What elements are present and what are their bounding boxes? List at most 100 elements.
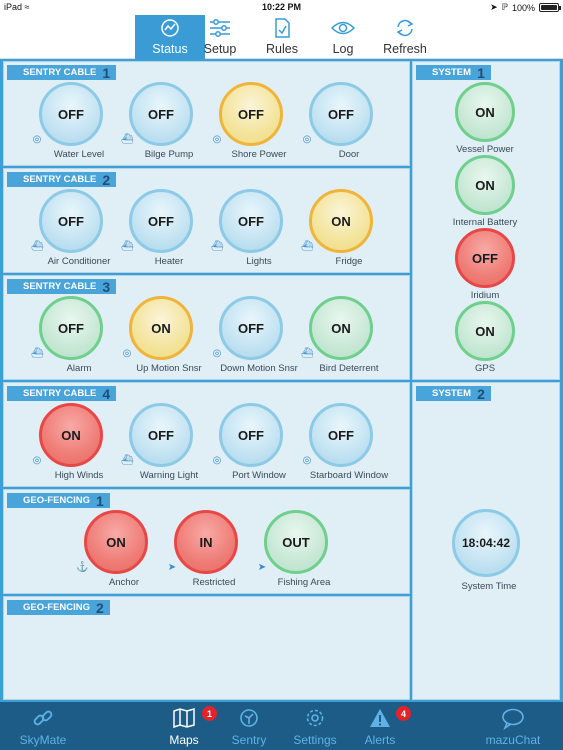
- state-button[interactable]: ON: [309, 189, 373, 253]
- refresh-icon: [370, 15, 440, 41]
- device-label: Starboard Window: [309, 470, 389, 481]
- state-button[interactable]: ON: [455, 155, 515, 215]
- state-button[interactable]: ON: [455, 82, 515, 142]
- state-button[interactable]: OUT: [264, 510, 328, 574]
- device-label: Iridium: [470, 290, 500, 301]
- location-icon: ➤: [490, 2, 498, 12]
- device-shore-power[interactable]: OFF ◎ Shore Power: [212, 82, 304, 172]
- device-iridium[interactable]: OFF Iridium: [450, 228, 540, 318]
- state-button[interactable]: ON: [455, 301, 515, 361]
- device-label: Heater: [154, 256, 184, 267]
- maps-badge: 1: [202, 706, 217, 721]
- device-heater[interactable]: OFF ⛴ Heater: [121, 189, 214, 279]
- device-down-motion-snsr[interactable]: OFF ◎ Down Motion Snsr: [213, 296, 304, 386]
- state-button[interactable]: OFF: [219, 189, 283, 253]
- device-bird-deterrent[interactable]: ON ⛴ Bird Deterrent: [301, 296, 394, 386]
- sentry-gauge-icon: [214, 702, 284, 728]
- device-gps[interactable]: ON GPS: [450, 301, 540, 391]
- device-fishing-area[interactable]: OUT ➤ Fishing Area: [258, 510, 349, 600]
- boat-icon: ⛴: [301, 241, 314, 252]
- device-label: GPS: [474, 363, 496, 374]
- battery-percent: 100%: [511, 2, 535, 13]
- device-alarm[interactable]: OFF ⛴ Alarm: [31, 296, 124, 386]
- device-up-motion-snsr[interactable]: ON ◎ Up Motion Snsr: [123, 296, 214, 386]
- device-door[interactable]: OFF ◎ Door: [303, 82, 394, 172]
- device-label: Internal Battery: [452, 217, 518, 228]
- signal-icon: ◎: [212, 134, 222, 145]
- tab-alerts[interactable]: Alerts 4: [345, 702, 415, 750]
- state-button[interactable]: OFF: [219, 296, 283, 360]
- sentry-cable-panel-3: SENTRY CABLE 3 OFF ⛴ Alarm ON ◎ Up Motion Snsr O…: [3, 275, 410, 380]
- state-button[interactable]: OFF: [129, 189, 193, 253]
- boat-icon: ⛴: [31, 348, 44, 359]
- state-button[interactable]: ON: [39, 403, 103, 467]
- state-button[interactable]: OFF: [129, 82, 193, 146]
- tab-status[interactable]: Status: [135, 15, 205, 59]
- tab-sentry[interactable]: Sentry: [214, 702, 284, 750]
- tab-maps[interactable]: Maps 1: [149, 702, 219, 750]
- device-vessel-power[interactable]: ON Vessel Power: [450, 82, 540, 172]
- system-panel-2: SYSTEM 2 18:04:42 System Time: [412, 382, 560, 700]
- boat-icon: ⛴: [211, 241, 224, 252]
- state-button[interactable]: ON: [309, 296, 373, 360]
- bluetooth-icon: ℙ: [501, 2, 508, 12]
- alert-icon: [345, 702, 415, 728]
- sentry-cable-panel-4: SENTRY CABLE 4 ON ◎ High Winds OFF ⛴ Warning Li…: [3, 382, 410, 487]
- link-icon: [8, 702, 78, 728]
- device-air-conditioner[interactable]: OFF ⛴ Air Conditioner: [31, 189, 124, 279]
- device-lights[interactable]: OFF ⛴ Lights: [211, 189, 304, 279]
- top-nav: Status Setup Rules Log Refresh: [0, 15, 563, 59]
- device-port-window[interactable]: OFF ◎ Port Window: [213, 403, 304, 493]
- tab-rules[interactable]: Rules: [247, 15, 317, 59]
- device-fridge[interactable]: ON ⛴ Fridge: [301, 189, 394, 279]
- device-label: Shore Power: [231, 149, 287, 160]
- state-button[interactable]: OFF: [219, 403, 283, 467]
- signal-icon: ◎: [302, 455, 312, 466]
- eye-icon: [308, 15, 378, 41]
- state-button[interactable]: IN: [174, 510, 238, 574]
- state-button[interactable]: OFF: [39, 189, 103, 253]
- panel-title: GEO-FENCING 2: [7, 600, 110, 616]
- device-restricted[interactable]: IN ➤ Restricted: [168, 510, 259, 600]
- map-icon: [149, 702, 219, 729]
- device-label: Port Window: [232, 470, 286, 481]
- tab-setup[interactable]: Setup: [185, 15, 255, 59]
- state-button[interactable]: ON: [129, 296, 193, 360]
- device-water-level[interactable]: OFF ◎ Water Level: [33, 82, 124, 172]
- state-button[interactable]: OFF: [39, 296, 103, 360]
- panel-title: SYSTEM 1: [416, 65, 491, 81]
- system-time-label: System Time: [461, 581, 517, 592]
- anchor-icon: ⚓: [76, 562, 89, 573]
- state-button[interactable]: OFF: [129, 403, 193, 467]
- device-label: High Winds: [54, 470, 104, 481]
- device-label: Up Motion Snsr: [136, 363, 202, 374]
- gear-icon: [280, 702, 350, 728]
- status-gauge-icon: [135, 15, 205, 41]
- device-internal-battery[interactable]: ON Internal Battery: [450, 155, 540, 245]
- system-time[interactable]: 18:04:42 System Time: [452, 509, 542, 599]
- state-button[interactable]: OFF: [309, 82, 373, 146]
- state-button[interactable]: OFF: [309, 403, 373, 467]
- sentry-cable-panel-1: SENTRY CABLE 1 OFF ◎ Water Level OFF ⛴ Bilge Pu…: [3, 61, 410, 166]
- geo-fencing-panel-1: GEO-FENCING 1 ON ⚓ Anchor IN ➤ Restricted OUT ➤ Fi…: [3, 489, 410, 594]
- device-bilge-pump[interactable]: OFF ⛴ Bilge Pump: [121, 82, 214, 172]
- state-button[interactable]: OFF: [39, 82, 103, 146]
- state-button[interactable]: OFF: [219, 82, 283, 146]
- tab-log[interactable]: Log: [308, 15, 378, 59]
- device-high-winds[interactable]: ON ◎ High Winds: [32, 403, 124, 493]
- device-anchor[interactable]: ON ⚓ Anchor: [76, 510, 169, 600]
- alerts-badge: 4: [396, 706, 411, 721]
- signal-icon: ◎: [32, 455, 42, 466]
- state-button[interactable]: OFF: [455, 228, 515, 288]
- wifi-icon: ≈: [24, 2, 30, 12]
- tab-mazuchat[interactable]: mazuChat: [478, 702, 548, 750]
- state-button[interactable]: ON: [84, 510, 148, 574]
- device-label: Anchor: [108, 577, 140, 588]
- tab-skymate[interactable]: SkyMate: [8, 702, 78, 750]
- tab-settings[interactable]: Settings: [280, 702, 350, 750]
- device-starboard-window[interactable]: OFF ◎ Starboard Window: [302, 403, 394, 493]
- tab-refresh[interactable]: Refresh: [370, 15, 440, 59]
- device-warning-light[interactable]: OFF ⛴ Warning Light: [121, 403, 214, 493]
- clock: 10:22 PM: [261, 2, 302, 12]
- device-label: Fishing Area: [277, 577, 331, 588]
